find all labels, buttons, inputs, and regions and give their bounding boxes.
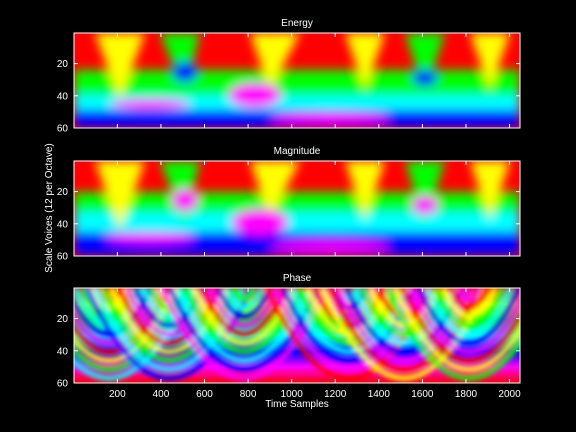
phase-fringe-arc <box>400 288 520 363</box>
phase-fringe-arc <box>215 288 273 319</box>
magnitude-heatmap <box>74 161 520 256</box>
xtick-label: 1800 <box>455 389 478 400</box>
ytick-label: 20 <box>57 187 69 198</box>
energy-yticks: 20 40 60 <box>57 59 520 135</box>
ytick-label: 40 <box>57 91 69 102</box>
phase-fringe-arc <box>288 288 410 355</box>
xtick-label: 600 <box>196 389 213 400</box>
xtick-label: 2000 <box>498 389 521 400</box>
magnitude-yticks: 20 40 60 <box>57 187 520 263</box>
phase-fringe-arc <box>456 288 482 302</box>
phase-heatmap <box>74 288 520 383</box>
phase-fringe-arc <box>384 288 520 381</box>
phase-fringe-arc <box>108 288 230 355</box>
phase-panel: Phase 20 40 60 200 400 600 800 1000 1200 1400 160… <box>57 33 521 410</box>
xtick-label: 1000 <box>281 389 304 400</box>
phase-fringe-arc <box>296 288 402 346</box>
phase-xticks: 200 400 600 800 1000 1200 1400 1600 1800 2000 <box>109 33 521 400</box>
ytick-label: 20 <box>57 59 69 70</box>
magnitude-title: Magnitude <box>274 146 321 157</box>
phase-fringe-arc <box>207 288 281 328</box>
phase-fringe-arc <box>74 288 194 381</box>
xtick-label: 1400 <box>368 389 391 400</box>
xtick-label: 200 <box>109 389 126 400</box>
phase-fringe-arc <box>424 288 514 337</box>
energy-field <box>74 33 520 128</box>
energy-title: Energy <box>281 18 313 29</box>
xtick-label: 1200 <box>324 389 347 400</box>
phase-fringe-arc <box>440 288 498 319</box>
phase-fringes <box>74 288 520 381</box>
magnitude-panel: Magnitude 20 40 60 <box>57 146 521 263</box>
phase-fringe-arc <box>280 288 418 363</box>
phase-fringe-arc <box>392 288 520 372</box>
xtick-label: 800 <box>240 389 257 400</box>
phase-fringe-arc <box>448 288 490 311</box>
ytick-label: 40 <box>57 219 69 230</box>
phase-fringe-arc <box>432 288 506 328</box>
phase-fringe-arc <box>351 288 457 346</box>
ytick-label: 40 <box>57 346 69 357</box>
phase-axes-frame <box>73 287 521 384</box>
phase-fringe-arc <box>408 288 520 355</box>
xtick-label: 1600 <box>411 389 434 400</box>
phase-yticks: 20 40 60 <box>57 314 520 390</box>
phase-fringe-arc <box>167 288 321 372</box>
phase-fringe-arc <box>223 288 265 311</box>
phase-fringe-arc <box>319 288 489 381</box>
phase-fringe-arc <box>231 288 257 302</box>
phase-fringe-arc <box>191 288 297 346</box>
phase-fringe-arc <box>416 288 520 346</box>
energy-axes-frame <box>73 32 521 129</box>
xtick-label: 400 <box>153 389 170 400</box>
ytick-label: 60 <box>57 252 69 263</box>
ytick-label: 60 <box>57 379 69 390</box>
magnitude-axes-frame <box>73 160 521 257</box>
phase-title: Phase <box>283 273 312 284</box>
x-axis-label: Time Samples <box>265 399 329 410</box>
y-axis-label: Scale Voices (12 per Octave) <box>44 143 55 273</box>
ytick-label: 60 <box>57 124 69 135</box>
phase-fringe-arc <box>343 288 465 355</box>
energy-heatmap <box>74 33 520 128</box>
energy-panel: Energy 20 40 60 <box>57 18 521 135</box>
magnitude-field <box>74 161 520 256</box>
ytick-label: 20 <box>57 314 69 325</box>
